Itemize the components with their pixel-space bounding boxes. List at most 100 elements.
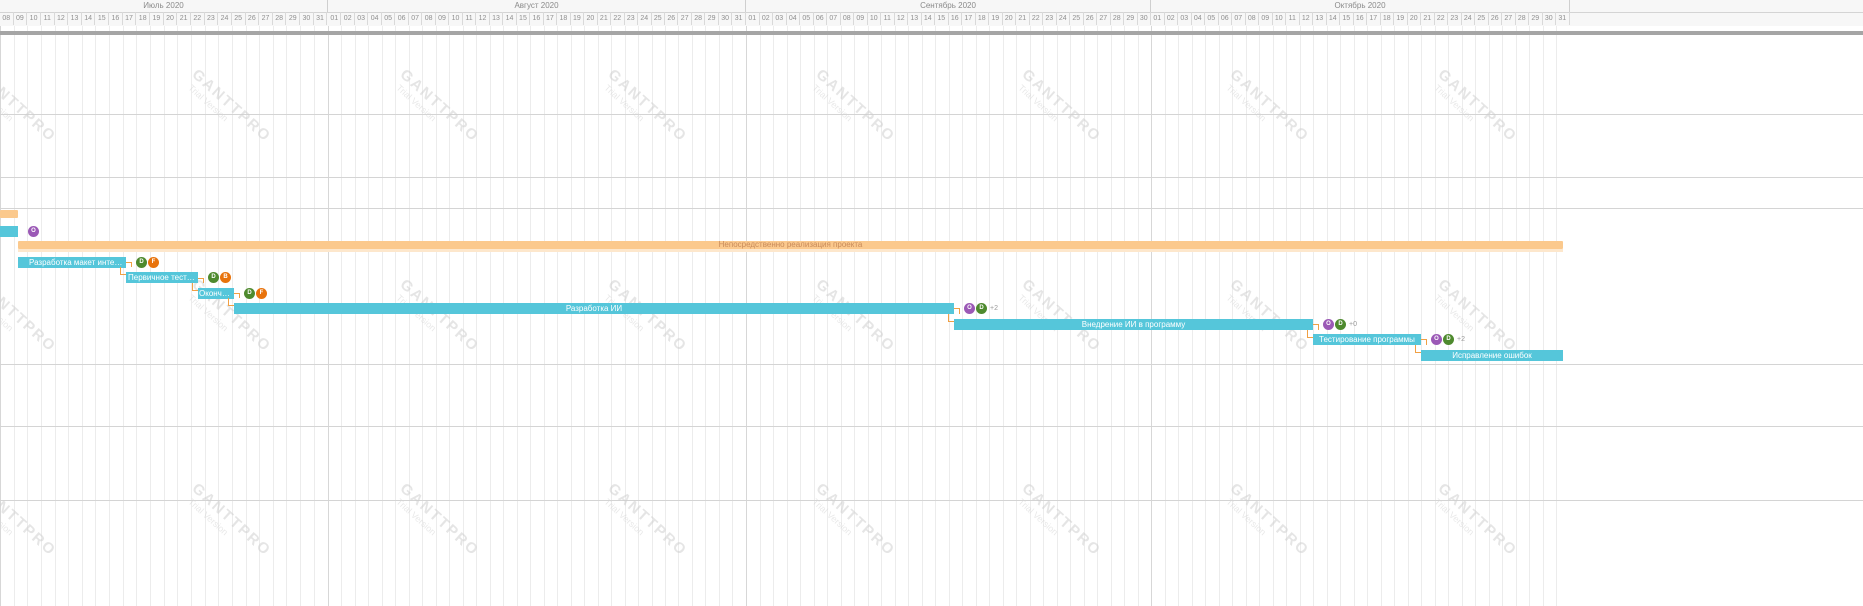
- day-cell: 28: [273, 12, 287, 25]
- day-gridline: [1083, 26, 1085, 606]
- assignee-avatar: D: [208, 272, 219, 283]
- day-gridline: [1434, 26, 1436, 606]
- day-cell: 17: [544, 12, 558, 25]
- dependency-connector: [954, 308, 960, 314]
- dependency-connector: [948, 314, 954, 322]
- assignee-avatar: O: [964, 303, 975, 314]
- task-bar-interface-mockup[interactable]: Разработка макет интерфейса: [18, 257, 126, 268]
- header-divider: [0, 12, 1863, 13]
- day-cell: 14: [503, 12, 517, 25]
- day-gridline: [773, 26, 774, 606]
- day-cell: 13: [1313, 12, 1327, 25]
- day-cell: 16: [530, 12, 544, 25]
- month-label: Июль 2020: [143, 1, 184, 10]
- task-bar-final[interactable]: Окончате...: [198, 288, 234, 299]
- summary-bar-shadow: [18, 249, 1563, 252]
- day-gridline: [1029, 26, 1031, 606]
- day-gridline: [678, 26, 680, 606]
- day-gridline: [881, 26, 882, 606]
- day-gridline: [1245, 26, 1247, 606]
- day-cell: 29: [705, 12, 719, 25]
- day-gridline: [557, 26, 559, 606]
- day-cell: 22: [1030, 12, 1043, 25]
- day-gridline: [746, 26, 747, 606]
- day-cell: 09: [14, 12, 28, 25]
- previous-summary-bar[interactable]: [0, 210, 18, 218]
- watermark-subtitle: Trial Version: [186, 82, 231, 124]
- day-cell: 17: [962, 12, 976, 25]
- day-gridline: [1475, 26, 1476, 606]
- row-divider: [0, 364, 1863, 365]
- row-divider: [0, 500, 1863, 501]
- day-gridline: [408, 26, 410, 606]
- day-gridline: [1137, 26, 1139, 606]
- day-cell: 04: [368, 12, 382, 25]
- task-bar-initial-testing[interactable]: Первичное тестирова...: [126, 272, 198, 283]
- day-cell: 15: [1340, 12, 1354, 25]
- day-gridline: [0, 26, 1, 606]
- month-label: Сентябрь 2020: [920, 1, 976, 10]
- day-gridline: [1043, 26, 1044, 606]
- day-cell: 28: [1111, 12, 1124, 25]
- horizontal-scrollbar[interactable]: [0, 31, 1863, 35]
- day-cell: 05: [800, 12, 814, 25]
- day-gridline: [1070, 26, 1071, 606]
- watermark-brand: GANTTPRO: [0, 276, 60, 356]
- day-cell: 09: [436, 12, 450, 25]
- day-cell: 16: [109, 12, 123, 25]
- day-cell: 19: [989, 12, 1003, 25]
- task-bar-bug-fixing[interactable]: Исправление ошибок: [1421, 350, 1563, 361]
- day-gridline: [786, 26, 788, 606]
- day-gridline: [286, 26, 288, 606]
- day-cell: 20: [1408, 12, 1421, 25]
- day-gridline: [1394, 26, 1395, 606]
- day-cell: 26: [1084, 12, 1097, 25]
- day-cell: 08: [841, 12, 854, 25]
- task-bar-program-testing[interactable]: Тестирование программы: [1313, 334, 1421, 345]
- watermark-brand: GANTTPRO: [0, 480, 60, 560]
- summary-label: Непосредственно реализация проекта: [718, 240, 863, 249]
- day-gridline: [381, 26, 383, 606]
- dependency-connector: [120, 267, 126, 275]
- month-august: Август 2020: [328, 0, 746, 12]
- day-cell: 25: [1070, 12, 1084, 25]
- task-bar-ai-development[interactable]: Разработка ИИ: [234, 303, 954, 314]
- assignee-avatar: D: [1335, 319, 1346, 330]
- previous-task-bar[interactable]: [0, 226, 18, 237]
- task-label: Разработка ИИ: [565, 304, 623, 313]
- day-gridline: [163, 26, 165, 606]
- day-gridline: [948, 26, 950, 606]
- day-cell: 23: [625, 12, 639, 25]
- assignee-avatar: F: [256, 288, 267, 299]
- day-cell: 28: [692, 12, 706, 25]
- day-gridline: [313, 26, 315, 606]
- row-divider: [0, 208, 1863, 209]
- day-gridline: [1124, 26, 1125, 606]
- day-gridline: [867, 26, 869, 606]
- day-cell: 19: [1394, 12, 1408, 25]
- task-label: Окончате...: [199, 289, 234, 298]
- day-cell: 10: [27, 12, 41, 25]
- day-gridline: [40, 26, 42, 606]
- task-label: Исправление ошибок: [1452, 351, 1532, 360]
- day-gridline: [231, 26, 233, 606]
- assignee-avatar: F: [148, 257, 159, 268]
- day-cell: 31: [1556, 12, 1570, 25]
- day-gridline: [177, 26, 179, 606]
- day-cell: 03: [773, 12, 787, 25]
- dependency-connector: [1313, 324, 1319, 330]
- day-cell: 27: [678, 12, 692, 25]
- day-gridline: [1515, 26, 1517, 606]
- task-bar-ai-integration[interactable]: Внедрение ИИ в программу: [954, 319, 1313, 330]
- more-assignees-count: +2: [1457, 336, 1465, 343]
- day-gridline: [1421, 26, 1422, 606]
- day-cell: 05: [382, 12, 396, 25]
- assignee-avatar: O: [1323, 319, 1334, 330]
- day-gridline: [13, 26, 15, 606]
- day-gridline: [597, 26, 599, 606]
- day-cell: 20: [1003, 12, 1016, 25]
- day-gridline: [395, 26, 397, 606]
- summary-bar[interactable]: [18, 241, 1563, 249]
